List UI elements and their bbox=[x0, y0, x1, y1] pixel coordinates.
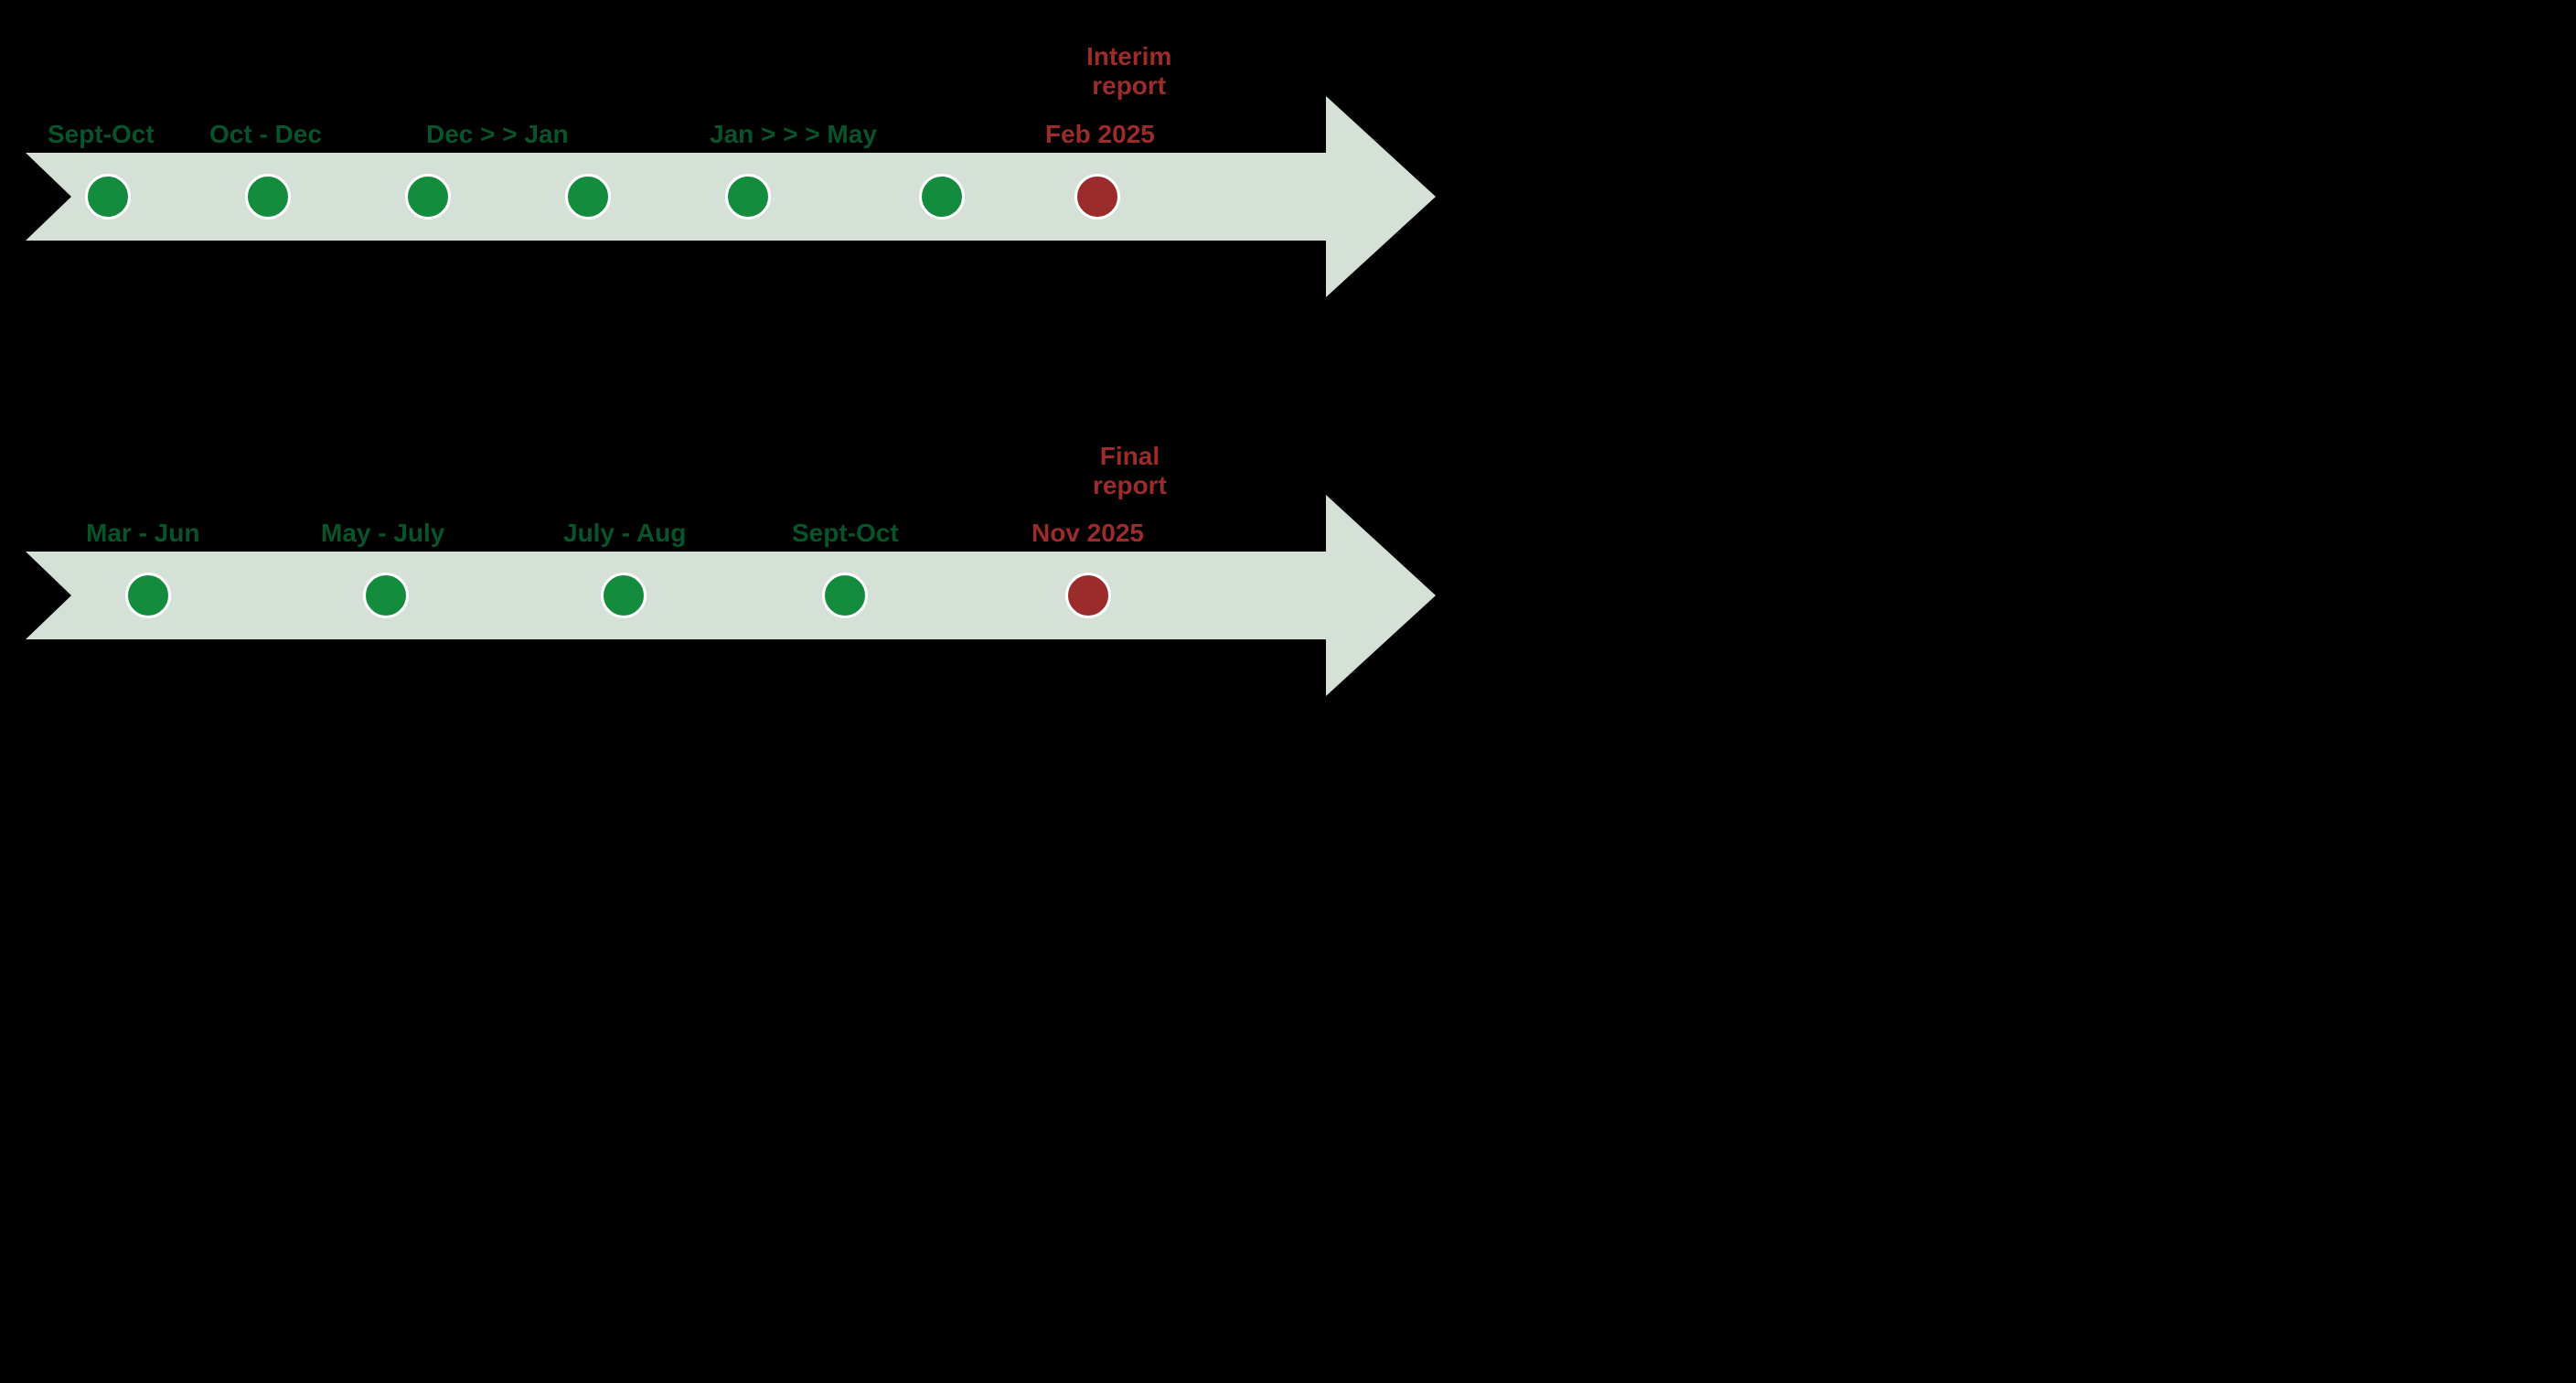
timeline-2-label-3: Sept-Oct bbox=[792, 519, 899, 548]
timeline-2-dot-3 bbox=[822, 573, 868, 618]
timeline-1-label-4: Feb 2025 bbox=[1045, 120, 1155, 149]
timeline-1-header-line1: Interim bbox=[1086, 42, 1171, 71]
timeline-2-header: Final report bbox=[1093, 442, 1167, 500]
timeline-1-dot-0 bbox=[85, 174, 131, 220]
timeline-2-dot-1 bbox=[363, 573, 409, 618]
timeline-1-dot-2 bbox=[405, 174, 451, 220]
timeline-2-label-4: Nov 2025 bbox=[1031, 519, 1144, 548]
timeline-1-dot-1 bbox=[245, 174, 291, 220]
timeline-1-dot-5 bbox=[919, 174, 965, 220]
timeline-2-arrowhead bbox=[1326, 495, 1436, 696]
timeline-2-dot-4 bbox=[1065, 573, 1111, 618]
timeline-1-header-line2: report bbox=[1086, 71, 1171, 101]
timeline-2-label-2: July - Aug bbox=[563, 519, 686, 548]
timeline-1-label-2: Dec > > Jan bbox=[426, 120, 569, 149]
timeline-1-arrow-body bbox=[26, 153, 1326, 241]
timeline-1-label-3: Jan > > > May bbox=[710, 120, 877, 149]
timeline-2-label-1: May - July bbox=[321, 519, 444, 548]
timeline-2-label-0: Mar - Jun bbox=[86, 519, 199, 548]
timeline-1-tail-notch bbox=[26, 153, 71, 241]
timeline-1-dot-4 bbox=[725, 174, 771, 220]
timeline-1-dot-3 bbox=[565, 174, 611, 220]
timeline-canvas: Interim report Sept-Oct Oct - Dec Dec > … bbox=[0, 0, 1435, 770]
timeline-2-header-line2: report bbox=[1093, 471, 1167, 500]
timeline-2-arrow-body bbox=[26, 552, 1326, 639]
timeline-1-header: Interim report bbox=[1086, 42, 1171, 101]
timeline-2-tail-notch bbox=[26, 552, 71, 639]
timeline-2-dot-0 bbox=[125, 573, 171, 618]
timeline-1-dot-6 bbox=[1074, 174, 1120, 220]
timeline-1-label-1: Oct - Dec bbox=[209, 120, 322, 149]
timeline-2-dot-2 bbox=[601, 573, 647, 618]
timeline-1-arrowhead bbox=[1326, 96, 1436, 297]
timeline-2-header-line1: Final bbox=[1093, 442, 1167, 471]
timeline-1-label-0: Sept-Oct bbox=[48, 120, 155, 149]
